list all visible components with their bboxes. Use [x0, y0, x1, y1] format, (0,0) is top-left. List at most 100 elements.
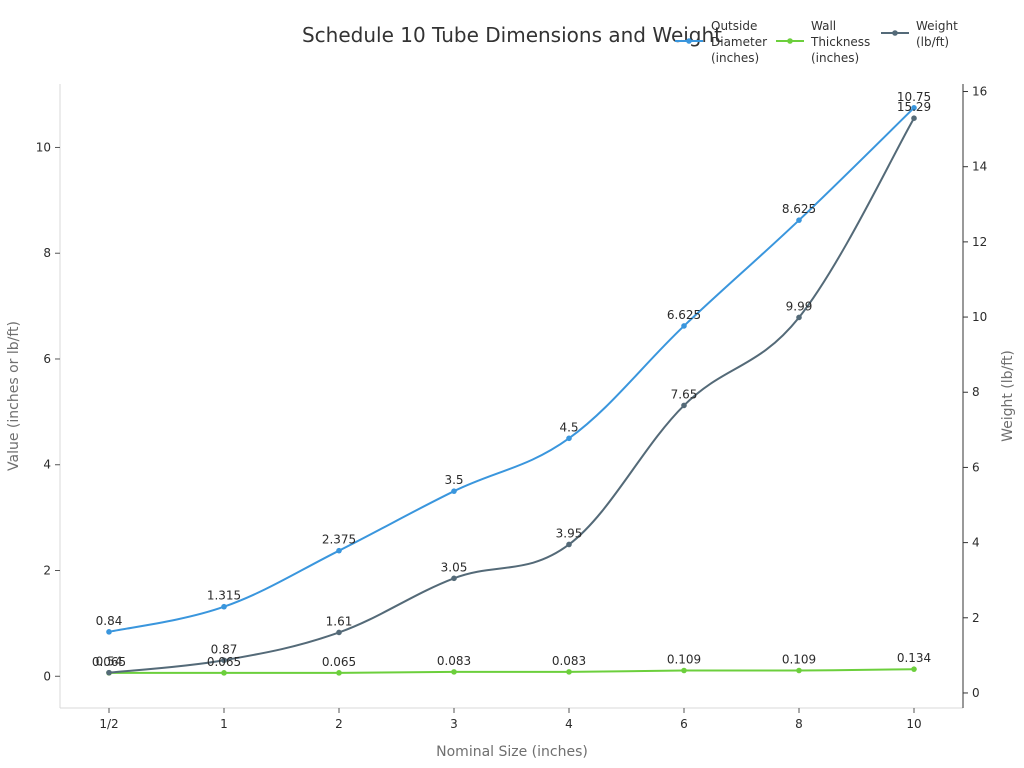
data-label: 4.5: [559, 420, 578, 434]
y2-tick-label: 8: [972, 385, 980, 399]
data-label: 3.95: [556, 526, 583, 540]
legend-marker: [787, 38, 793, 44]
y2-tick-label: 4: [972, 536, 980, 550]
y-tick-label: 6: [43, 352, 51, 366]
data-point: [451, 488, 457, 494]
legend-item-1: Wall Thickness (inches): [776, 19, 870, 65]
legend-item-0: Outside Diameter (inches): [675, 19, 767, 65]
legend-label-line: (inches): [811, 51, 859, 65]
data-point: [796, 314, 802, 321]
x-tick-label: 1/2: [99, 717, 118, 731]
legend-label-line: (inches): [711, 51, 759, 65]
axes: [59, 84, 964, 709]
data-point: [911, 666, 917, 672]
x-tick-label: 1: [220, 717, 228, 731]
data-label: 0.87: [211, 642, 238, 656]
y2-tick-label: 16: [972, 85, 987, 99]
y2-tick-label: 0: [972, 686, 980, 700]
data-labels: 0.84 1.315 2.375 3.5 4.5 6.625 8.625 10.75 0.065…: [92, 90, 931, 669]
legend-marker: [686, 38, 692, 44]
data-point: [451, 669, 457, 675]
series-line: [108, 107, 915, 633]
series-1: [106, 666, 917, 676]
legend-label-line: Outside: [711, 19, 757, 33]
data-label: 3.5: [444, 473, 463, 487]
data-point: [106, 669, 112, 676]
data-point: [451, 575, 457, 582]
legend-marker: [892, 30, 898, 36]
data-point: [681, 667, 687, 674]
data-label: 8.625: [782, 202, 816, 216]
data-point: [336, 670, 342, 676]
legend-label: Outside Diameter (inches): [711, 19, 767, 65]
data-label: 0.083: [437, 654, 471, 668]
data-point: [106, 629, 112, 635]
data-point: [221, 657, 227, 664]
data-point: [221, 603, 227, 610]
data-point: [681, 402, 687, 409]
y2-tick-label: 14: [972, 160, 987, 174]
data-label: 0.065: [207, 655, 241, 669]
legend-label-line: Wall: [811, 19, 836, 33]
data-label: 0.065: [92, 655, 126, 669]
y-tick-label: 10: [36, 140, 51, 154]
y-ticks-right: 0 2 4 6 8 10 12 14 16: [963, 85, 987, 700]
data-label: 0.84: [96, 614, 123, 628]
y-ticks-left: 0 2 4 6 8 10: [36, 140, 60, 683]
y2-tick-label: 12: [972, 235, 987, 249]
y2-tick-label: 6: [972, 460, 980, 474]
y2-axis-title: Weight (lb/ft): [1000, 350, 1016, 442]
y2-tick-label: 2: [972, 611, 980, 625]
data-label: 0.109: [667, 653, 701, 667]
data-label: 9.99: [786, 299, 813, 313]
x-tick-label: 8: [795, 717, 803, 731]
chart-title: Schedule 10 Tube Dimensions and Weight: [302, 23, 722, 47]
x-tick-label: 2: [335, 717, 343, 731]
legend-label-line: (lb/ft): [916, 35, 949, 49]
data-label: 6.625: [667, 308, 701, 322]
series-line: [108, 668, 915, 674]
legend-label-line: Thickness: [810, 35, 870, 49]
legend: Outside Diameter (inches) Wall Thickness (inc…: [675, 19, 958, 65]
data-label: 15.29: [897, 100, 931, 114]
data-label: 0.109: [782, 653, 816, 667]
data-label: 0.065: [322, 655, 356, 669]
data-point: [911, 104, 917, 111]
data-label: 2.375: [322, 533, 356, 547]
data-point: [221, 670, 227, 676]
data-label: 1.315: [207, 589, 241, 603]
data-point: [566, 541, 572, 548]
x-tick-label: 6: [680, 717, 688, 731]
data-label: 0.083: [552, 654, 586, 668]
legend-item-2: Weight (lb/ft): [881, 19, 958, 49]
data-point: [796, 217, 802, 223]
data-point: [681, 323, 687, 329]
y-tick-label: 0: [43, 669, 51, 683]
series-0: [106, 104, 917, 635]
x-axis-title: Nominal Size (inches): [436, 744, 588, 760]
data-label: 7.65: [671, 387, 698, 401]
data-label: 0.54: [96, 655, 123, 669]
legend-label: Wall Thickness (inches): [810, 19, 870, 65]
x-tick-label: 3: [450, 717, 458, 731]
data-point: [911, 115, 917, 122]
legend-label-line: Weight: [916, 19, 958, 33]
y2-tick-label: 10: [972, 310, 987, 324]
x-tick-label: 4: [565, 717, 573, 731]
data-label: 10.75: [897, 90, 931, 104]
data-point: [796, 667, 802, 674]
series-2: [106, 115, 917, 676]
x-ticks: 1/2 1 2 3 4 6 8 10: [99, 708, 922, 731]
data-point: [336, 547, 342, 554]
data-label: 0.134: [897, 651, 931, 665]
legend-label: Weight (lb/ft): [916, 19, 958, 49]
data-point: [566, 669, 572, 675]
data-point: [336, 629, 342, 636]
x-tick-label: 10: [906, 717, 921, 731]
series-layer: [106, 104, 917, 676]
data-label: 3.05: [441, 560, 468, 574]
y-tick-label: 4: [43, 458, 51, 472]
y-axis-title: Value (inches or lb/ft): [6, 321, 22, 471]
